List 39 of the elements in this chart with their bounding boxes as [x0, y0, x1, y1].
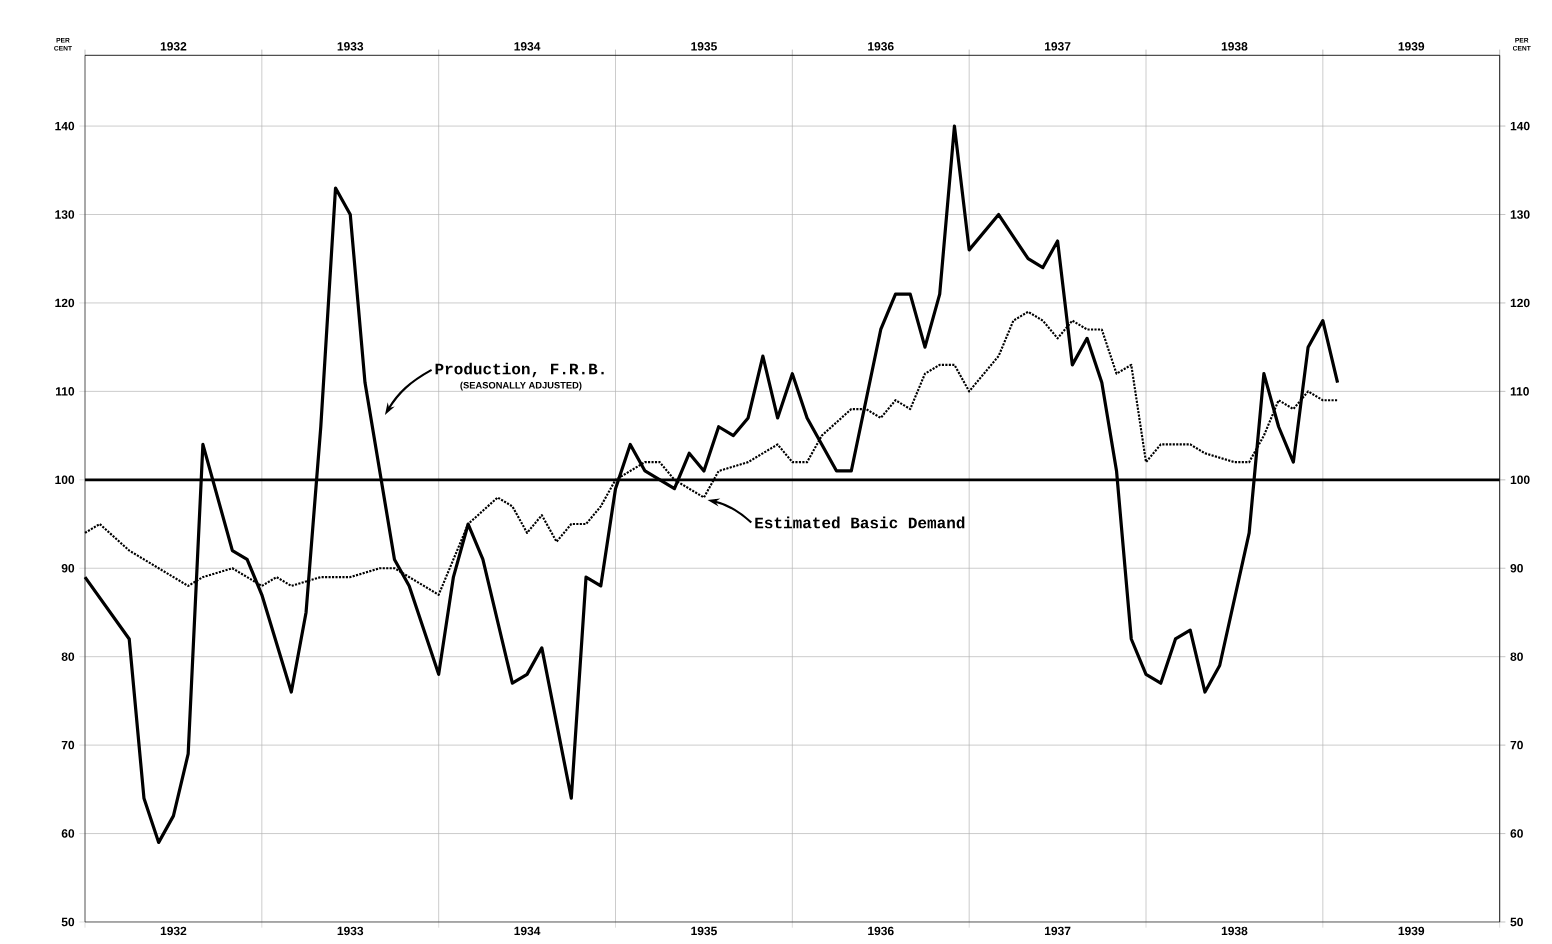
x2-tick-label: 1934 [514, 42, 541, 51]
annotation: (SEASONALLY ADJUSTED) [460, 381, 582, 391]
y-tick-label: 70 [61, 740, 75, 750]
y-tick-label: 130 [55, 210, 75, 219]
annotation: Estimated Basic Demand [755, 516, 965, 529]
x2-tick-label: 1939 [1398, 42, 1425, 51]
x-tick-label: 1935 [691, 926, 717, 936]
y2-tick-label: 120 [1510, 298, 1530, 308]
y-tick-label: 50 [61, 917, 75, 927]
y2-tick-label: 80 [1510, 652, 1523, 661]
y-tick-label: 60 [61, 829, 75, 838]
y2-tick-label: 60 [1510, 829, 1523, 838]
y-tick-label: 120 [55, 298, 75, 308]
x-tick-label: 1933 [337, 926, 364, 936]
y-tick-label: 80 [61, 652, 75, 661]
x-tick-label: 1934 [514, 926, 541, 936]
x-tick-label: 1938 [1221, 926, 1248, 936]
x-tick-label: 1939 [1398, 926, 1425, 936]
x-tick-label: 1932 [160, 926, 187, 936]
y2-tick-label: 50 [1510, 917, 1523, 927]
y-tick-label: 90 [61, 563, 75, 573]
x2-tick-label: 1938 [1221, 42, 1248, 51]
x-tick-label: 1937 [1044, 926, 1071, 936]
y2-tick-label: 110 [1510, 387, 1529, 396]
x2-tick-label: 1932 [160, 42, 187, 51]
x2-tick-label: 1935 [691, 42, 717, 51]
y2-tick-label: 140 [1510, 121, 1530, 131]
y2-tick-label: 70 [1510, 740, 1523, 750]
y2-tick-label: 90 [1510, 563, 1523, 573]
x-tick-label: 1936 [868, 926, 894, 936]
y2-tick-label: 130 [1510, 210, 1530, 219]
x2-tick-label: 1937 [1044, 42, 1071, 51]
annotation: Production, F.R.B. [435, 362, 604, 378]
y2-tick-label: 100 [1510, 475, 1530, 485]
y-tick-label: 140 [55, 121, 75, 131]
y-tick-label: 100 [55, 475, 75, 485]
y-tick-label: 110 [56, 387, 75, 396]
x2-tick-label: 1933 [337, 42, 364, 51]
x2-tick-label: 1936 [868, 42, 894, 51]
